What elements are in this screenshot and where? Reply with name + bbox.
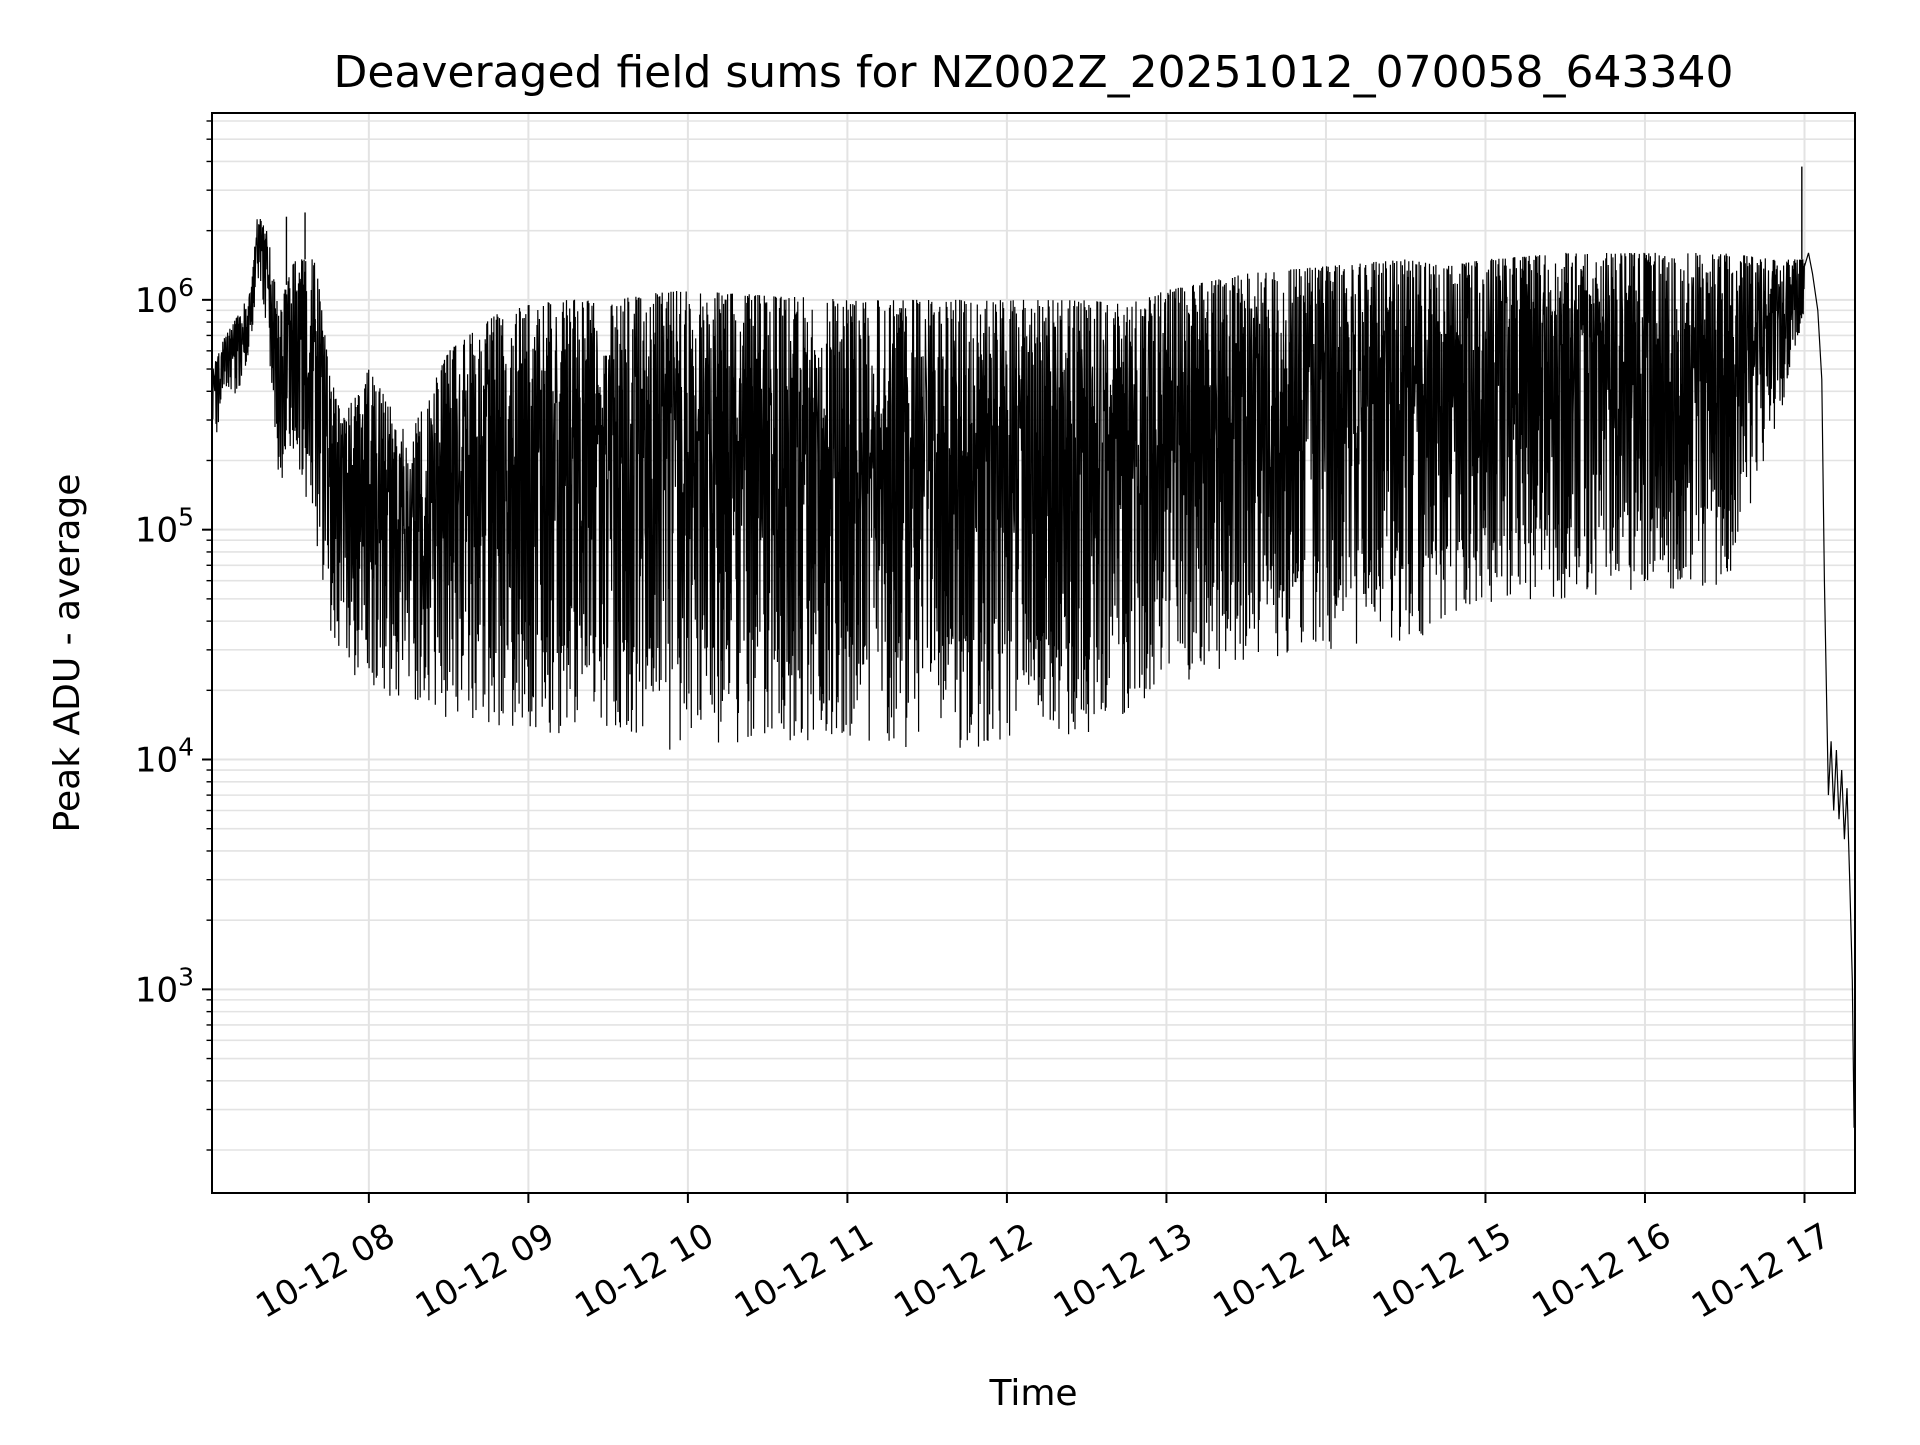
y-axis-label: Peak ADU - average xyxy=(47,474,88,833)
y-tick-label: 103 xyxy=(135,962,194,1010)
y-tick-exponent: 4 xyxy=(178,733,194,762)
y-tick-exponent: 3 xyxy=(178,962,194,991)
y-tick-exponent: 5 xyxy=(178,503,194,532)
y-tick-base: 10 xyxy=(135,511,178,551)
y-tick-base: 10 xyxy=(135,970,178,1010)
chart-title: Deaveraged field sums for NZ002Z_2025101… xyxy=(333,47,1733,98)
y-tick-label: 106 xyxy=(135,273,194,321)
x-axis-label: Time xyxy=(988,1373,1077,1414)
axes-frame xyxy=(211,112,1856,1194)
y-tick-base: 10 xyxy=(135,281,178,321)
data-series-line xyxy=(211,218,1855,1128)
y-tick-exponent: 6 xyxy=(178,273,194,302)
y-tick-base: 10 xyxy=(135,741,178,781)
plot-area xyxy=(211,166,1855,1128)
y-tick-label: 105 xyxy=(135,503,194,551)
y-tick-label: 104 xyxy=(135,733,194,781)
